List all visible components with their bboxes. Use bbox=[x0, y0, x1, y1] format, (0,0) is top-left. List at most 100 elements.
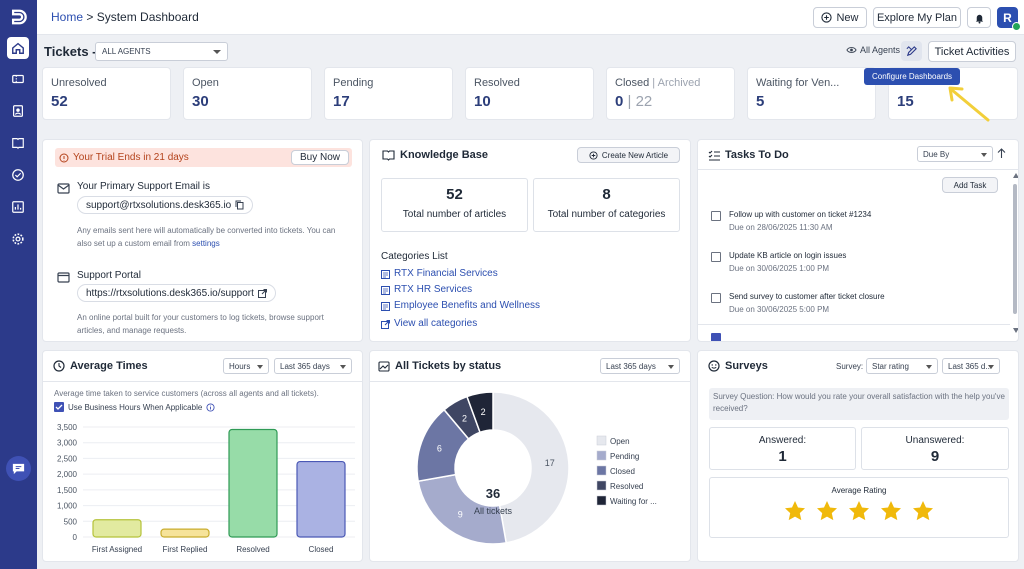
notifications-button[interactable] bbox=[967, 7, 991, 28]
desk365-logo-icon[interactable] bbox=[9, 8, 28, 26]
support-email-chip[interactable]: support@rtxsolutions.desk365.io bbox=[77, 196, 254, 214]
task-list-icon bbox=[708, 150, 720, 161]
kb-articles-tile[interactable]: 52 Total number of articles bbox=[381, 178, 528, 232]
sidebar-item-home[interactable] bbox=[7, 37, 29, 59]
tasks-scrollbar[interactable] bbox=[1010, 170, 1018, 341]
create-article-button[interactable]: Create New Article bbox=[577, 147, 680, 163]
legend-label[interactable]: Open bbox=[610, 437, 630, 446]
donut-slice[interactable] bbox=[492, 391, 570, 544]
sidebar-item-knowledge-base[interactable] bbox=[7, 132, 29, 154]
answered-tile[interactable]: Answered: 1 bbox=[709, 427, 856, 470]
stat-card-closed[interactable]: Closed | Archived 0 | 22 bbox=[606, 67, 735, 120]
average-times-bar-chart: 0 500 1,000 1,500 2,000 2,500 3,000 3,500 First … bbox=[57, 423, 355, 554]
breadcrumb-home-link[interactable]: Home bbox=[51, 10, 84, 24]
buy-now-button[interactable]: Buy Now bbox=[291, 150, 349, 165]
scroll-thumb[interactable] bbox=[1013, 184, 1017, 314]
external-link-icon bbox=[381, 319, 390, 329]
average-times-range-select[interactable]: Last 365 days bbox=[274, 358, 352, 374]
sidebar-item-tickets[interactable] bbox=[7, 68, 29, 90]
info-circle-icon[interactable] bbox=[206, 402, 215, 412]
settings-link[interactable]: settings bbox=[192, 239, 220, 248]
average-times-card: Average Times Hours Last 365 days Averag… bbox=[42, 350, 363, 562]
task-checkbox[interactable] bbox=[711, 293, 721, 303]
view-all-categories-link[interactable]: View all categories bbox=[381, 316, 540, 332]
kb-categories-tile[interactable]: 8 Total number of categories bbox=[533, 178, 680, 232]
bell-icon bbox=[975, 14, 983, 23]
category-link[interactable]: Employee Benefits and Wellness bbox=[381, 298, 540, 314]
business-hours-checkbox[interactable]: Use Business Hours When Applicable bbox=[54, 402, 215, 412]
category-link[interactable]: RTX HR Services bbox=[381, 282, 540, 298]
stat-card-pending[interactable]: Pending 17 bbox=[324, 67, 453, 120]
breadcrumb: Home > System Dashboard bbox=[51, 10, 199, 24]
legend-swatch bbox=[596, 495, 607, 506]
contact-card-icon bbox=[13, 105, 23, 117]
tasks-sort-select[interactable]: Due By bbox=[917, 146, 993, 162]
category-link[interactable]: RTX Financial Services bbox=[381, 266, 540, 282]
stat-card-waiting-for-vendor[interactable]: Waiting for Ven... 5 bbox=[747, 67, 876, 120]
chevron-down-icon bbox=[257, 365, 263, 369]
copy-icon[interactable] bbox=[235, 200, 244, 210]
portal-heading: Support Portal bbox=[77, 270, 141, 281]
donut-slice[interactable] bbox=[417, 473, 508, 545]
y-tick-label: 500 bbox=[64, 517, 78, 526]
tasks-title: Tasks To Do bbox=[725, 149, 789, 161]
tasks-card: Tasks To Do Due By Add Task Follow up wi… bbox=[697, 139, 1019, 342]
add-task-button[interactable]: Add Task bbox=[942, 177, 998, 193]
sort-arrow-up-icon[interactable] bbox=[997, 148, 1006, 159]
sidebar-item-tasks[interactable] bbox=[7, 164, 29, 186]
tickets-by-status-title: All Tickets by status bbox=[395, 360, 502, 372]
task-checkbox[interactable] bbox=[711, 211, 721, 221]
bar[interactable] bbox=[92, 519, 142, 538]
info-circle-icon bbox=[59, 153, 69, 162]
plus-circle-icon bbox=[821, 12, 833, 23]
slice-label: 6 bbox=[437, 444, 442, 454]
external-link-icon[interactable] bbox=[257, 288, 267, 298]
kb-title: Knowledge Base bbox=[400, 149, 489, 161]
legend-label[interactable]: Closed bbox=[610, 467, 635, 476]
scroll-up-icon[interactable] bbox=[1013, 173, 1018, 178]
y-tick-label: 2,500 bbox=[57, 454, 78, 463]
survey-question: Survey Question: How would you rate your… bbox=[709, 388, 1009, 420]
image-chart-icon bbox=[378, 360, 390, 372]
stat-card-open[interactable]: Open 30 bbox=[183, 67, 312, 120]
bar[interactable] bbox=[296, 460, 346, 538]
sidebar-item-reports[interactable] bbox=[7, 196, 29, 218]
donut-slice[interactable] bbox=[466, 391, 494, 434]
time-unit-select[interactable]: Hours bbox=[223, 358, 269, 374]
sidebar-item-contacts[interactable] bbox=[7, 100, 29, 122]
bar[interactable] bbox=[228, 428, 278, 538]
explore-plan-button[interactable]: Explore My Plan bbox=[873, 7, 961, 28]
legend-label[interactable]: Resolved bbox=[610, 482, 643, 491]
user-avatar[interactable]: R bbox=[997, 7, 1021, 31]
scroll-down-icon[interactable] bbox=[1013, 328, 1018, 333]
legend-swatch bbox=[596, 435, 607, 446]
surveys-card: Surveys Survey: Star rating Last 365 d..… bbox=[697, 350, 1019, 562]
sidebar-item-settings[interactable] bbox=[7, 228, 29, 250]
unanswered-tile[interactable]: Unanswered: 9 bbox=[861, 427, 1009, 470]
survey-range-select[interactable]: Last 365 d... bbox=[942, 358, 1000, 374]
book-icon bbox=[12, 138, 24, 150]
ticket-activities-button[interactable]: Ticket Activities bbox=[928, 41, 1016, 62]
portal-url-chip[interactable]: https://rtxsolutions.desk365.io/support bbox=[77, 284, 276, 302]
stat-card-resolved[interactable]: Resolved 10 bbox=[465, 67, 594, 120]
bar[interactable] bbox=[160, 528, 210, 538]
pointer-arrow-icon bbox=[948, 86, 990, 122]
knowledge-base-card: Knowledge Base Create New Article 52 Tot… bbox=[369, 139, 691, 342]
task-checkbox-checked[interactable] bbox=[711, 333, 721, 341]
survey-type-select[interactable]: Star rating bbox=[866, 358, 938, 374]
configure-dashboards-button[interactable] bbox=[901, 41, 922, 61]
task-checkbox[interactable] bbox=[711, 252, 721, 262]
status-range-select[interactable]: Last 365 days bbox=[600, 358, 680, 374]
stat-card-unresolved[interactable]: Unresolved 52 bbox=[42, 67, 171, 120]
legend-swatch bbox=[596, 465, 607, 476]
view-scope-toggle[interactable]: All Agents bbox=[846, 45, 900, 55]
legend-label[interactable]: Pending bbox=[610, 452, 639, 461]
configure-dashboards-tooltip: Configure Dashboards bbox=[864, 68, 960, 85]
legend-swatch bbox=[596, 480, 607, 491]
online-status-icon bbox=[1012, 22, 1021, 31]
chat-support-button[interactable] bbox=[6, 456, 31, 481]
legend-label[interactable]: Waiting for ... bbox=[610, 497, 657, 506]
new-button[interactable]: New bbox=[813, 7, 867, 28]
average-times-description: Average time taken to service customers … bbox=[54, 389, 319, 398]
agent-filter-select[interactable]: ALL AGENTS bbox=[95, 42, 228, 61]
